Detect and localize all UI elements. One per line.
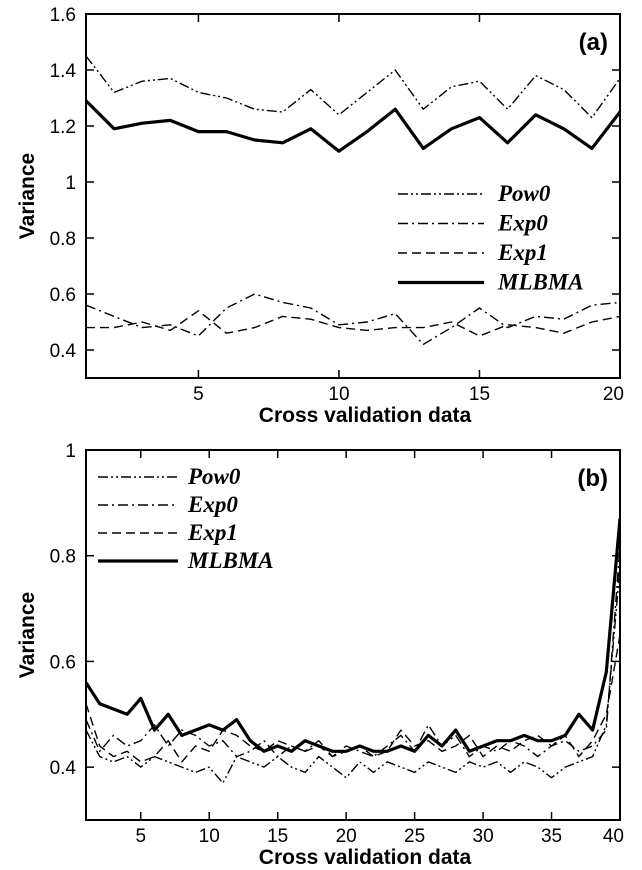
panel-b-legend-label-exp0: Exp0: [187, 492, 238, 517]
panel-a-series-mlbma: [86, 99, 620, 153]
panel-b-x-tick-label: 40: [603, 826, 624, 847]
panel-b-panel-label: (b): [577, 465, 608, 492]
panel-b-x-axis-title: Cross validation data: [259, 846, 472, 869]
panel-b-x-tick-label: 10: [199, 826, 220, 847]
panel-a-y-tick-label: 0.4: [50, 341, 77, 362]
panel-a-x-tick-label: 10: [328, 384, 349, 405]
panel-a-x-axis-title: Cross validation data: [259, 404, 472, 427]
panel-b-x-tick-label: 30: [473, 826, 494, 847]
panel-a-legend-label-exp1: Exp1: [497, 240, 548, 265]
panel-b-legend-label-mlbma: MLBMA: [187, 548, 274, 573]
panel-a-y-tick-label: 0.6: [50, 285, 76, 306]
panel-b-series-mlbma: [86, 518, 620, 753]
panel-b-x-tick-label: 25: [404, 826, 425, 847]
panel-a-series-pow0: [86, 55, 620, 119]
panel-a-panel-label: (a): [579, 29, 608, 56]
panel-a-legend: Pow0 Exp0 Exp1 MLBMA: [398, 181, 584, 295]
panel-a-y-tick-label: 1.4: [50, 61, 77, 82]
panel-a-y-tick-label: 1.2: [50, 117, 76, 138]
panel-a-x-tick-label: 15: [469, 384, 490, 405]
panel-a-x-tick-label: 5: [193, 384, 204, 405]
panel-a-legend-label-mlbma: MLBMA: [497, 270, 584, 295]
panel-a-legend-label-pow0: Pow0: [497, 181, 551, 206]
panel-b-y-tick-label: 0.8: [50, 547, 76, 568]
panel-a-plot-frame: [85, 13, 621, 379]
panel-b-x-tick-label: 35: [541, 826, 562, 847]
panel-b-legend-label-pow0: Pow0: [187, 464, 241, 489]
panel-a-legend-label-exp0: Exp0: [497, 211, 548, 236]
panel-b-x-tick-label: 5: [135, 826, 146, 847]
panel-b-y-axis-title: Variance: [16, 592, 39, 678]
panel-a-y-tick-label: 1.6: [50, 5, 76, 26]
panel-b-series-pow0: [86, 566, 620, 784]
panel-b-y-tick-label: 0.4: [50, 758, 77, 779]
panel-a-y-tick-label: 1: [65, 173, 76, 194]
panel-b-series-exp1: [86, 634, 620, 763]
panel-a-series-exp0: [86, 293, 620, 346]
panel-a-x-tick-label: 20: [603, 384, 624, 405]
panel-b-series-exp0: [86, 545, 620, 758]
panel-b-y-tick-label: 1: [65, 441, 76, 462]
panel-a-y-axis-title: Variance: [16, 153, 39, 239]
panel-a: 5 10 15 20 0.4 0.6 0.8 1 1.2 1.4 1.6 Cross validati…: [16, 5, 624, 427]
panel-b-legend-label-exp1: Exp1: [187, 520, 238, 545]
panel-a-y-tick-label: 0.8: [50, 229, 76, 250]
panel-b-x-tick-label: 20: [336, 826, 357, 847]
panel-b-legend: Pow0 Exp0 Exp1 MLBMA: [98, 464, 274, 573]
panel-b-x-tick-label: 15: [267, 826, 288, 847]
panel-b-y-tick-label: 0.6: [50, 652, 76, 673]
panel-a-series-exp1: [86, 310, 620, 337]
panel-b: 5 10 15 20 25 30 35 40 0.4 0.6 0.8 1 Cross validatio…: [16, 441, 624, 869]
